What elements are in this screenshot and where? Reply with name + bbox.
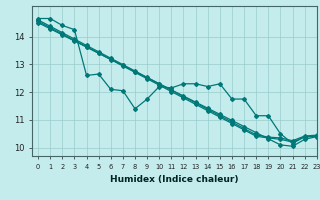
X-axis label: Humidex (Indice chaleur): Humidex (Indice chaleur) [110, 175, 239, 184]
